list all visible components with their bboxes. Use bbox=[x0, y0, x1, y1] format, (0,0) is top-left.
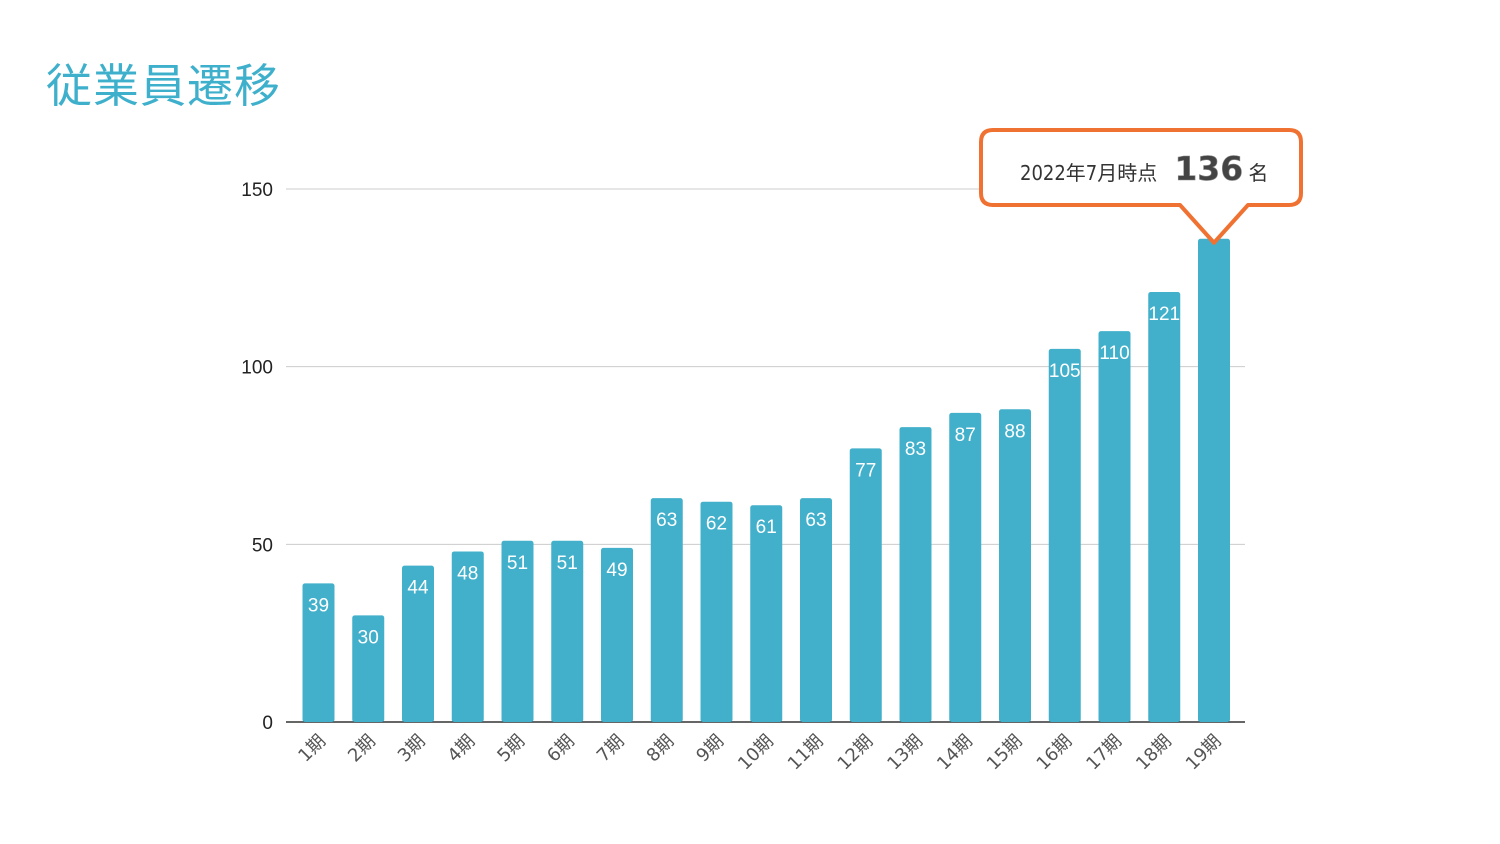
x-tick-label: 13期 bbox=[883, 731, 927, 775]
y-axis-ticks: 0 50 100 150 bbox=[241, 180, 273, 734]
x-tick-label: 6期 bbox=[543, 731, 579, 767]
y-tick-label: 100 bbox=[241, 358, 273, 379]
bar-value-label: 110 bbox=[1099, 343, 1129, 364]
x-tick-label: 18期 bbox=[1132, 731, 1176, 775]
y-tick-label: 0 bbox=[262, 713, 273, 734]
bar-value-label: 51 bbox=[557, 553, 578, 574]
x-tick-label: 16期 bbox=[1033, 731, 1077, 775]
bar bbox=[551, 540, 584, 722]
x-tick-label: 11期 bbox=[784, 731, 828, 775]
y-tick-label: 150 bbox=[241, 180, 273, 201]
bar-value-label: 61 bbox=[756, 517, 777, 538]
x-tick-label: 4期 bbox=[444, 731, 480, 767]
bar bbox=[1098, 331, 1131, 722]
bar bbox=[700, 501, 733, 722]
callout-box bbox=[979, 128, 1303, 245]
bar bbox=[601, 547, 633, 722]
bar bbox=[302, 583, 335, 722]
callout-value: 136 bbox=[1174, 149, 1243, 188]
bar-value-label: 77 bbox=[855, 460, 876, 481]
x-tick-label: 7期 bbox=[593, 731, 629, 767]
x-tick-label: 10期 bbox=[734, 731, 778, 775]
bars: 39 30 44 48 51 51 49 63 62 61 63 77 83 87 88 105 110 121 bbox=[302, 238, 1230, 722]
x-tick-label: 1期 bbox=[294, 731, 330, 767]
x-tick-label: 17期 bbox=[1082, 731, 1126, 775]
bar bbox=[949, 412, 982, 722]
bar bbox=[999, 409, 1031, 722]
bar bbox=[451, 551, 484, 722]
bar bbox=[800, 498, 832, 722]
bar bbox=[849, 448, 882, 722]
x-tick-label: 14期 bbox=[933, 731, 977, 775]
x-tick-label: 12期 bbox=[834, 731, 878, 775]
bar-value-label: 30 bbox=[358, 627, 379, 648]
bar-value-label: 62 bbox=[706, 514, 727, 535]
callout-prefix: 2022年7月時点 bbox=[1020, 161, 1157, 185]
bar-value-label: 87 bbox=[955, 425, 976, 446]
bar bbox=[899, 427, 932, 722]
x-axis-labels: 1期 2期 3期 4期 5期 6期 7期 8期 9期 10期 11期 12期 13期 14期 15期 16期 1… bbox=[294, 731, 1225, 775]
bar bbox=[1198, 238, 1230, 722]
x-tick-label: 15期 bbox=[983, 731, 1027, 775]
y-tick-label: 50 bbox=[252, 535, 273, 556]
bar bbox=[501, 540, 534, 722]
bar-value-label: 121 bbox=[1148, 304, 1180, 325]
bar bbox=[1148, 292, 1181, 722]
bar-value-label: 88 bbox=[1004, 421, 1025, 442]
bar-value-label: 105 bbox=[1049, 361, 1081, 382]
bar-value-label: 63 bbox=[656, 510, 677, 531]
bar-value-label: 49 bbox=[606, 560, 627, 581]
x-tick-label: 2期 bbox=[344, 731, 380, 767]
x-tick-label: 3期 bbox=[394, 731, 430, 767]
bar bbox=[352, 615, 385, 722]
bar bbox=[750, 505, 783, 722]
bar bbox=[650, 498, 683, 722]
x-tick-label: 9期 bbox=[692, 731, 728, 767]
bar bbox=[1048, 348, 1081, 722]
bar-value-label: 48 bbox=[457, 563, 478, 584]
bar-value-label: 83 bbox=[905, 439, 926, 460]
bar bbox=[402, 565, 434, 722]
x-tick-label: 8期 bbox=[643, 731, 679, 767]
bar-value-label: 44 bbox=[407, 578, 429, 599]
callout: 2022年7月時点 136 名 bbox=[979, 128, 1303, 245]
bar-value-label: 63 bbox=[805, 510, 826, 531]
x-tick-label: 5期 bbox=[493, 731, 529, 767]
x-tick-label: 19期 bbox=[1182, 731, 1226, 775]
bar-value-label: 51 bbox=[507, 553, 528, 574]
callout-text: 2022年7月時点 136 名 bbox=[1020, 149, 1268, 188]
page-title: 従業員遷移 bbox=[46, 59, 281, 113]
callout-suffix: 名 bbox=[1248, 161, 1268, 185]
bar-value-label: 39 bbox=[308, 595, 329, 616]
